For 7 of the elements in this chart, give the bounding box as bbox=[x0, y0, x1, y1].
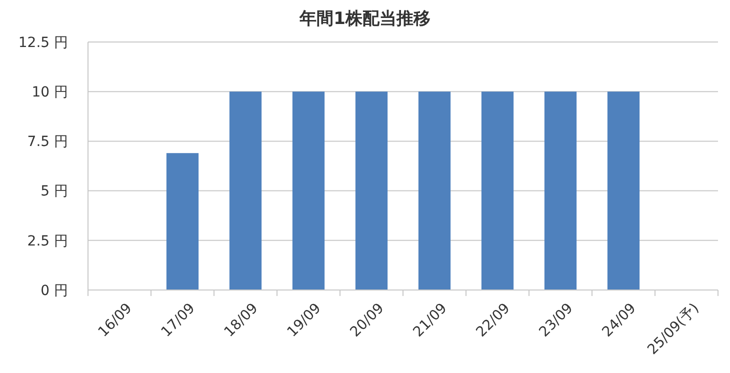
y-tick-label: 12.5 円 bbox=[18, 34, 68, 51]
chart-title: 年間1株配当推移 bbox=[298, 9, 430, 29]
y-tick-label: 7.5 円 bbox=[27, 134, 68, 150]
y-tick-label: 2.5 円 bbox=[27, 233, 68, 250]
y-tick-label: 5 円 bbox=[40, 184, 68, 200]
y-tick-label: 10 円 bbox=[32, 84, 68, 100]
y-tick-label: 0 円 bbox=[40, 282, 68, 299]
